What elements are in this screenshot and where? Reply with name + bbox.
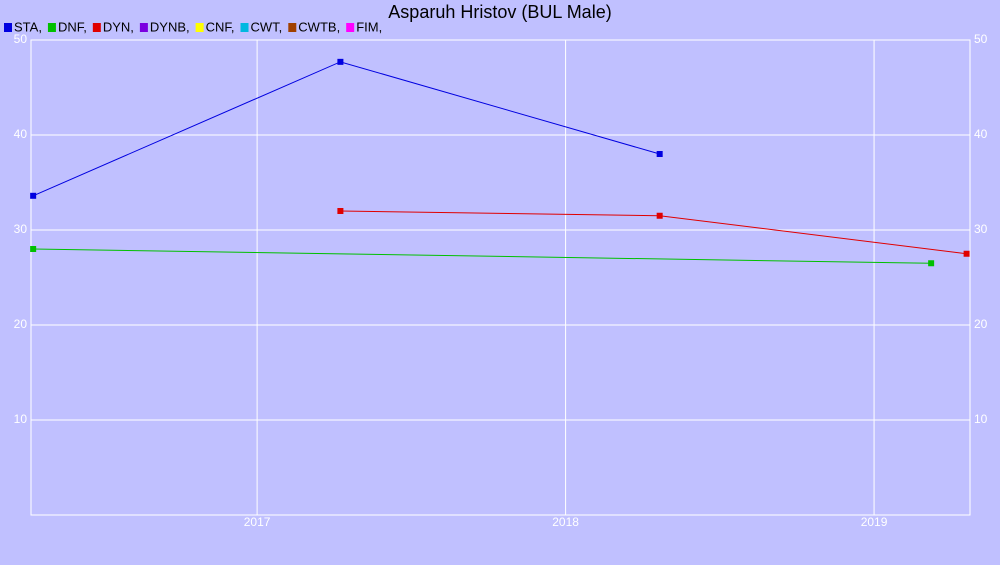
data-point <box>963 250 970 257</box>
legend-label: DYN, <box>103 19 134 34</box>
y-tick-label: 20 <box>14 317 28 331</box>
legend-label: CNF, <box>206 19 235 34</box>
data-point <box>656 212 663 219</box>
data-point <box>30 192 37 199</box>
legend-swatch <box>288 23 297 32</box>
y-tick-label: 30 <box>14 222 28 236</box>
series-line <box>33 248 932 264</box>
y2-tick-label: 50 <box>974 32 988 46</box>
legend-label: FIM, <box>356 19 382 34</box>
legend-swatch <box>47 23 56 32</box>
y2-tick-label: 20 <box>974 317 988 331</box>
legend-label: DYNB, <box>150 19 190 34</box>
data-point <box>928 260 935 267</box>
x-tick-label: 2017 <box>244 515 271 529</box>
x-tick-label: 2018 <box>552 515 579 529</box>
y-tick-label: 10 <box>14 412 28 426</box>
x-tick-label: 2019 <box>861 515 888 529</box>
legend-swatch <box>139 23 148 32</box>
y2-tick-label: 30 <box>974 222 988 236</box>
legend-swatch <box>92 23 101 32</box>
legend-swatch <box>195 23 204 32</box>
data-point <box>337 208 344 214</box>
data-point <box>337 58 344 65</box>
legend-swatch <box>240 23 249 32</box>
y2-tick-label: 10 <box>974 412 988 426</box>
legend-label: CWT, <box>251 19 283 34</box>
legend-swatch <box>4 23 12 32</box>
legend-label: CWTB, <box>298 19 340 34</box>
chart-title: Asparuh Hristov (BUL Male) <box>388 2 611 22</box>
data-point <box>656 151 663 157</box>
y-tick-label: 40 <box>14 127 28 141</box>
legend-label: STA, <box>14 19 42 34</box>
y-tick-label: 50 <box>14 32 28 46</box>
data-point <box>30 246 37 252</box>
series-line <box>340 210 967 255</box>
legend-label: DNF, <box>58 19 87 34</box>
y2-tick-label: 40 <box>974 127 988 141</box>
plot-area <box>30 39 971 516</box>
legend-swatch <box>346 23 355 32</box>
